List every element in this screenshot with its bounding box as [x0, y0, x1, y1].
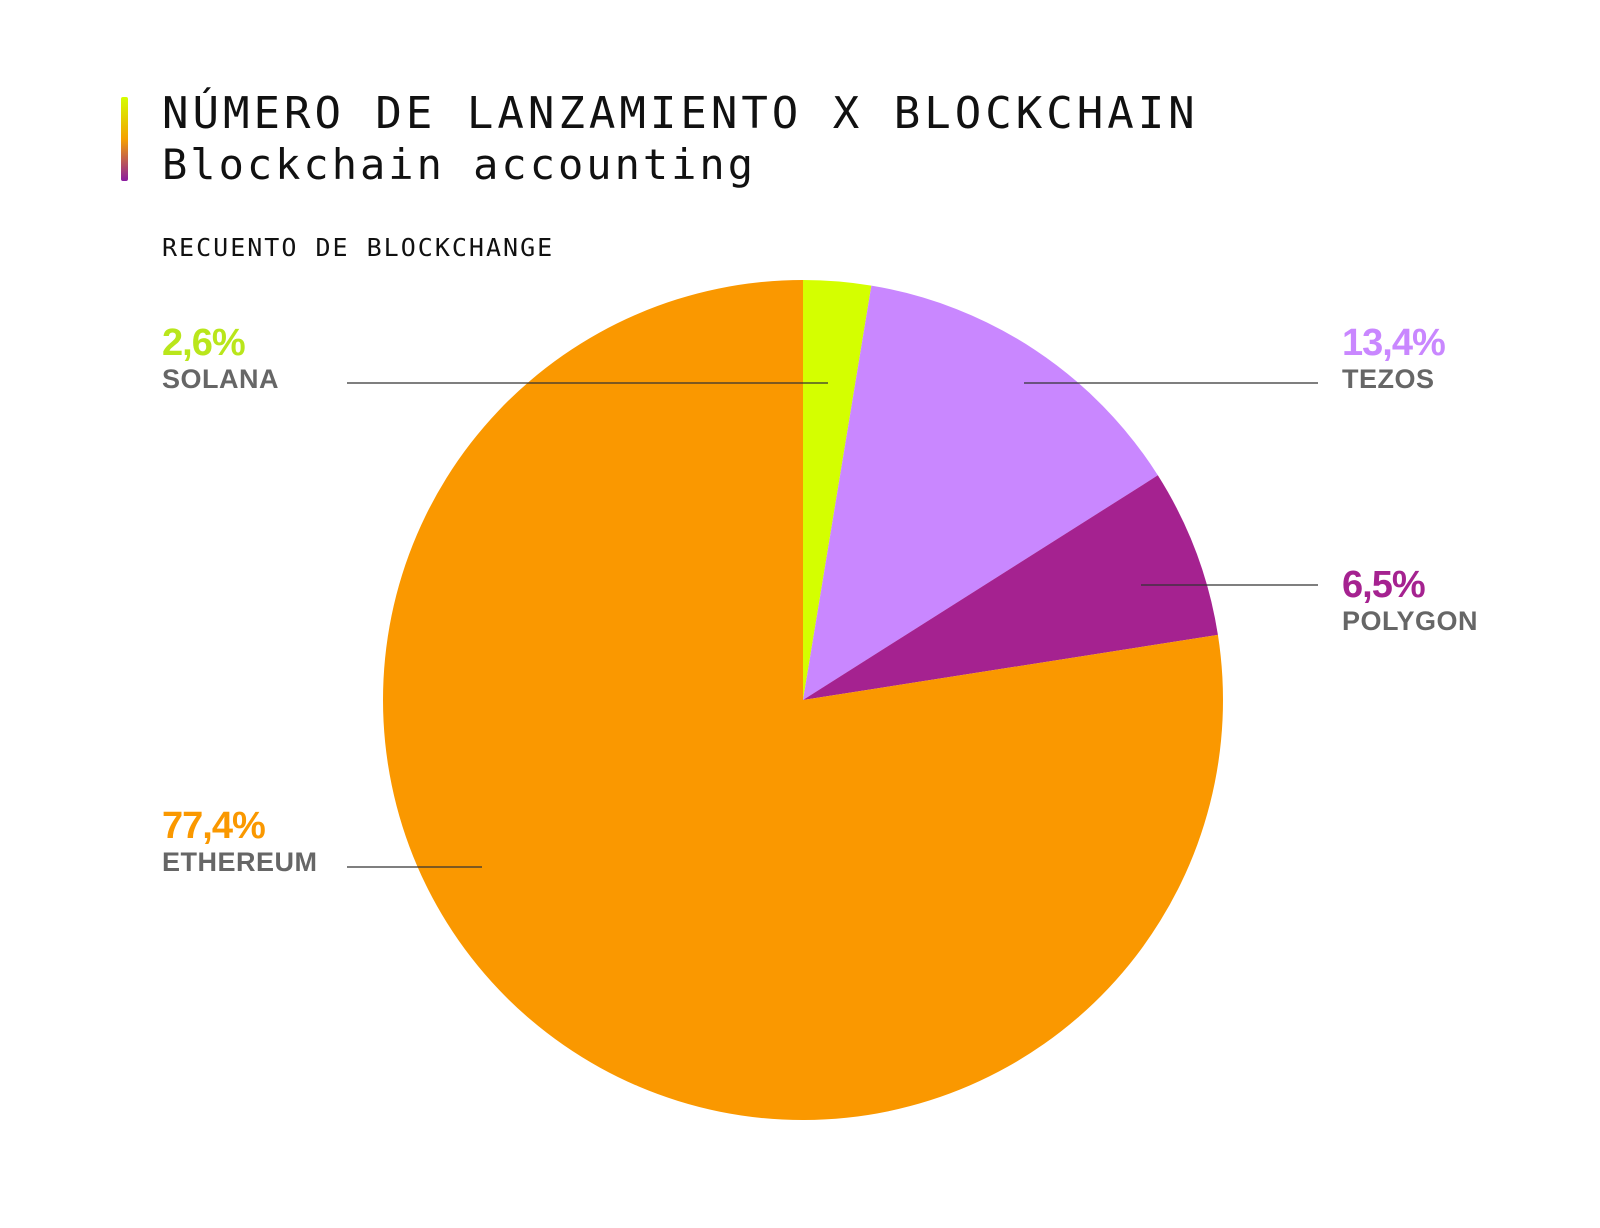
slice-label-tezos: 13,4% TEZOS	[1342, 322, 1446, 395]
slice-percent-ethereum: 77,4%	[162, 805, 266, 847]
slice-name-solana: SOLANA	[162, 364, 279, 394]
slice-name-polygon: POLYGON	[1342, 606, 1479, 636]
pie-slice-ethereum	[382, 280, 1223, 1120]
title-accent-bar	[121, 97, 128, 181]
pie-slice-polygon	[803, 475, 1218, 700]
slice-label-polygon: 6,5% POLYGON	[1342, 565, 1478, 637]
chart-title: NÚMERO DE LANZAMIENTO X BLOCKCHAIN	[162, 88, 1199, 139]
pie-slice-solana	[803, 280, 872, 700]
slice-label-ethereum: 77,4% ETHEREUM	[162, 806, 318, 878]
slice-name-ethereum: ETHEREUM	[162, 847, 318, 877]
slice-label-solana: 2,6% SOLANA	[162, 323, 279, 395]
chart-subtitle: Blockchain accounting	[162, 140, 757, 189]
pie-slices	[382, 280, 1223, 1120]
slice-percent-tezos: 13,4%	[1342, 322, 1446, 364]
leader-lines	[347, 382, 1318, 868]
slice-percent-polygon: 6,5%	[1342, 564, 1426, 606]
pie-slice-tezos	[803, 285, 1158, 700]
slice-name-tezos: TEZOS	[1342, 364, 1435, 394]
chart-caption: RECUENTO DE BLOCKCHANGE	[162, 233, 555, 262]
slice-percent-solana: 2,6%	[162, 322, 246, 364]
